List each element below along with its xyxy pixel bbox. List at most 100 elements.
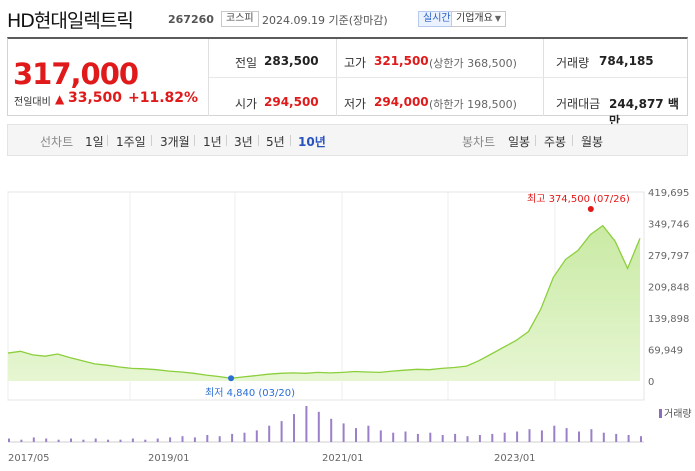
volume-bar	[32, 437, 35, 442]
volume-bar	[478, 435, 481, 442]
volume-bar	[503, 432, 506, 442]
volume-bar	[317, 411, 320, 442]
max-marker	[587, 206, 594, 212]
tab-3y[interactable]: 3년	[234, 135, 253, 149]
price-line	[7, 224, 641, 379]
realtime-button[interactable]: 실시간	[418, 11, 456, 27]
up-triangle-icon: ▲	[55, 92, 65, 106]
tab-10y[interactable]: 10년	[298, 135, 326, 149]
current-price: 317,000	[13, 57, 139, 91]
price-summary: 317,000 전일대비 ▲ 33,500 +11.82% 전일 283,500…	[7, 37, 688, 128]
min-annotation: 최저 4,840 (03/20)	[205, 387, 295, 399]
volume-bar	[379, 430, 382, 442]
divider	[107, 135, 108, 146]
volume-label: 거래량	[556, 56, 590, 70]
volume-bar	[615, 433, 618, 442]
divider	[209, 77, 687, 78]
volume-bar	[144, 439, 147, 442]
quote-date: 2024.09.19 기준(장마감)	[262, 12, 388, 28]
x-tick-label: 2023/01	[494, 453, 536, 464]
volume-bar	[181, 436, 184, 442]
volume-bar	[293, 414, 295, 442]
volume-bar	[305, 406, 308, 442]
volume-bar	[602, 432, 605, 442]
market-badge: 코스피	[221, 11, 259, 27]
volume-bar	[640, 436, 642, 442]
volume-bar	[429, 432, 432, 442]
divider	[572, 135, 573, 146]
low-label: 저가	[344, 97, 367, 111]
divider	[151, 135, 152, 146]
volume-bar	[355, 428, 357, 442]
high-label: 고가	[344, 56, 367, 70]
volume-bar	[441, 435, 444, 442]
y-tick-label: 0	[648, 377, 654, 388]
open-label: 시가	[235, 97, 258, 111]
tab-1d[interactable]: 1일	[85, 135, 104, 149]
volume-bar	[627, 435, 630, 442]
x-tick-label: 2017/05	[8, 453, 50, 464]
max-annotation: 최고 374,500 (07/26)	[527, 193, 630, 205]
volume-bar	[94, 438, 97, 442]
divider	[258, 135, 259, 146]
prev-close-label: 전일	[235, 56, 258, 70]
low-value: 294,000	[374, 95, 429, 109]
volume-bar	[119, 439, 122, 442]
divider	[226, 135, 227, 146]
company-overview-button[interactable]: 기업개요 ▼	[451, 11, 506, 27]
volume-value: 784,185	[599, 54, 654, 68]
volume-bar	[454, 433, 457, 442]
volume-bar	[280, 421, 283, 442]
company-overview-label: 기업개요	[456, 13, 493, 24]
volume-bar	[243, 432, 246, 442]
volume-bar	[20, 439, 23, 442]
divider	[535, 135, 536, 146]
volume-bar	[131, 438, 134, 442]
volume-bar	[193, 437, 196, 442]
x-tick-label: 2021/01	[322, 453, 364, 464]
volume-bar	[578, 431, 580, 442]
change-label: 전일대비	[14, 97, 51, 108]
volume-legend-swatch	[659, 409, 662, 418]
line-chart-label: 선차트	[40, 135, 74, 149]
amount-label: 거래대금	[556, 97, 601, 111]
stock-header: HD현대일렉트릭 267260 코스피 2024.09.19 기준(장마감) 실…	[0, 0, 695, 37]
tab-1w[interactable]: 1주일	[116, 135, 146, 149]
y-tick-label: 349,746	[648, 220, 689, 231]
volume-bar	[206, 435, 209, 442]
tab-monthly[interactable]: 월봉	[581, 135, 604, 149]
divider	[290, 135, 291, 146]
volume-bar	[516, 431, 519, 442]
chart-period-tabs: 선차트 1일 1주일 3개월 1년 3년 5년 10년 봉차트 일봉 주봉 월봉	[7, 124, 688, 156]
candle-chart-label: 봉차트	[462, 135, 496, 149]
tab-5y[interactable]: 5년	[266, 135, 285, 149]
volume-bar	[70, 438, 72, 442]
lower-limit: (하한가 198,500)	[429, 98, 517, 111]
price-chart[interactable]: 419,695 349,746 279,797 209,848 139,898 69,94…	[0, 180, 695, 471]
volume-bar	[590, 429, 593, 442]
y-tick-label: 419,695	[648, 188, 689, 199]
volume-bar	[57, 439, 60, 442]
volume-bar	[255, 430, 258, 442]
tab-3m[interactable]: 3개월	[160, 135, 190, 149]
volume-bar	[404, 431, 407, 442]
open-value: 294,500	[264, 95, 319, 109]
min-marker	[228, 375, 235, 382]
y-tick-label: 279,797	[648, 251, 689, 262]
tab-daily[interactable]: 일봉	[508, 135, 531, 149]
change-percent: +11.82%	[128, 90, 199, 106]
date-value: 2024.09.19	[262, 14, 325, 27]
volume-bar	[330, 418, 333, 442]
volume-bar	[367, 425, 370, 442]
volume-bar	[491, 433, 494, 442]
change-value: 33,500	[68, 90, 123, 106]
amount-value: 244,877 백만	[609, 97, 679, 128]
volume-bar	[231, 433, 234, 442]
volume-bar	[82, 439, 85, 442]
volume-bar	[45, 438, 48, 442]
divider	[208, 39, 209, 116]
volume-bar	[528, 429, 531, 442]
volume-bar	[392, 432, 395, 442]
tab-weekly[interactable]: 주봉	[544, 135, 567, 149]
tab-1y[interactable]: 1년	[203, 135, 222, 149]
